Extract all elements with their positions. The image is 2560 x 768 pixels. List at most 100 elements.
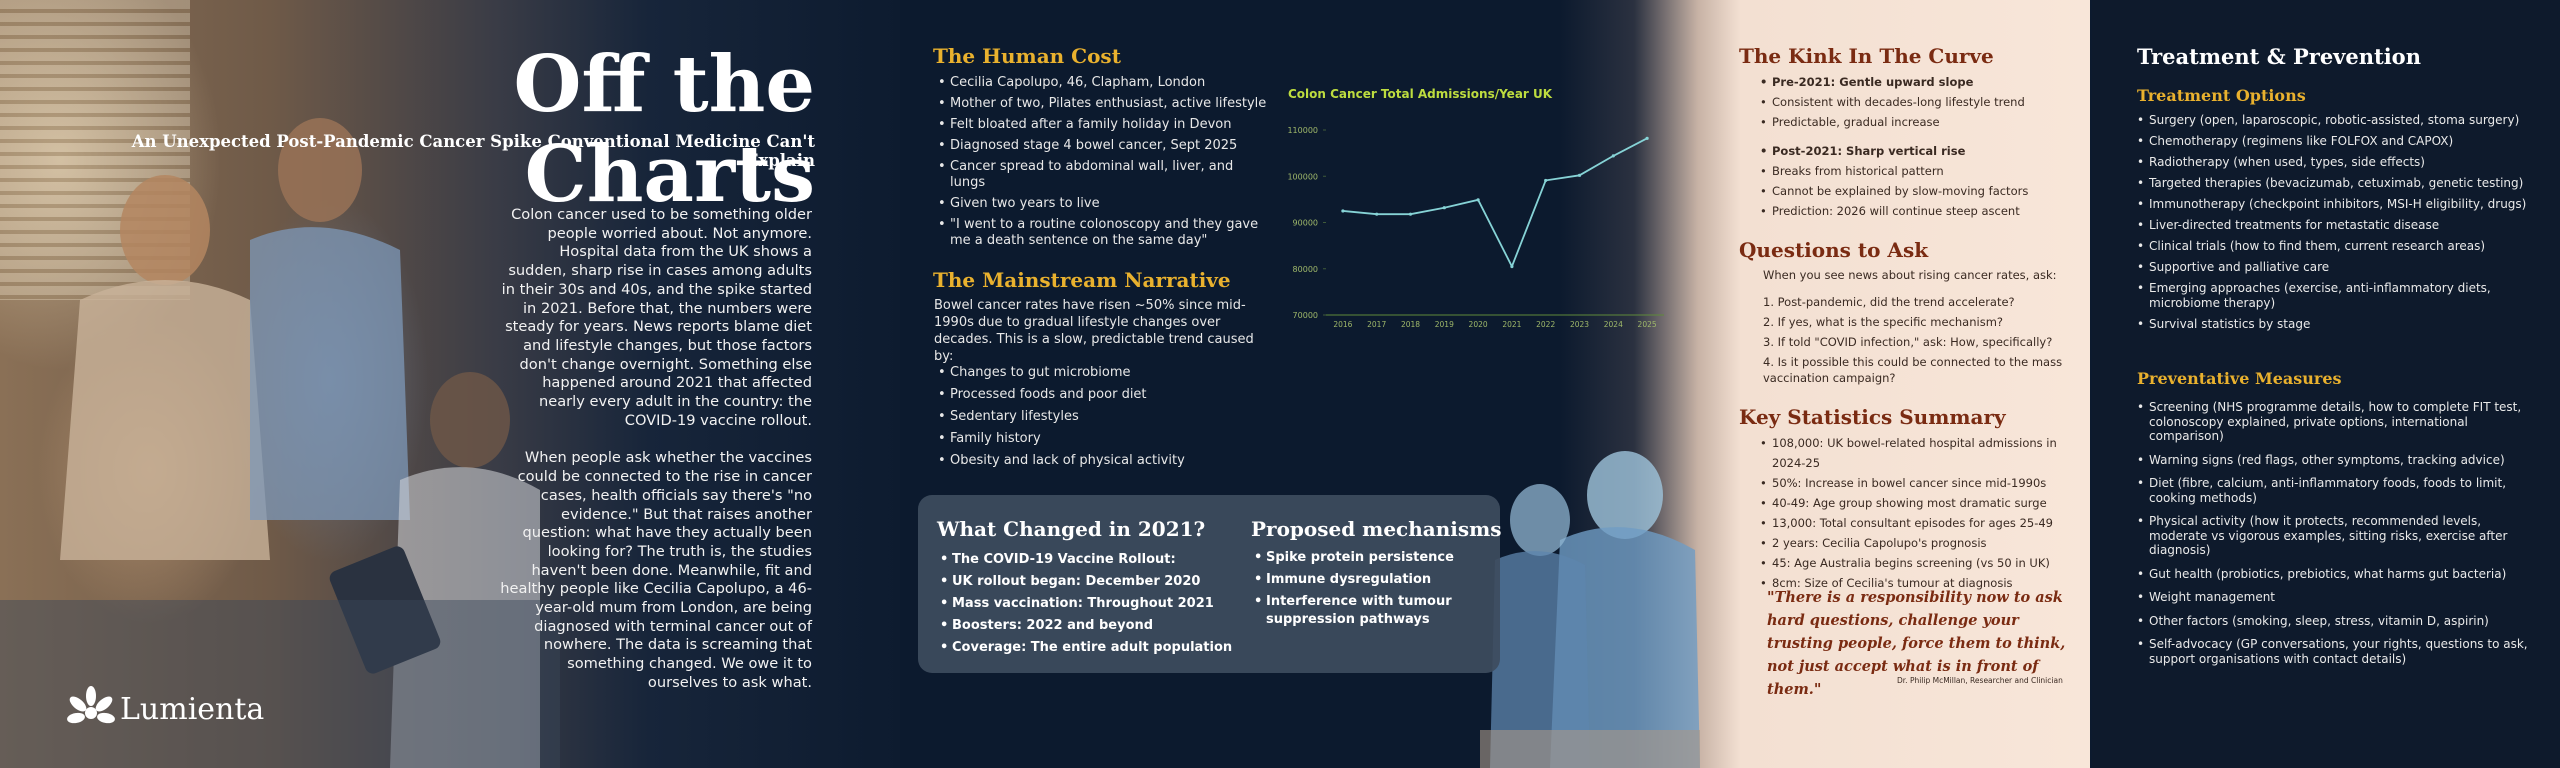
x-tick-label: 2022	[1536, 320, 1555, 329]
box-heading: What Changed in 2021?	[937, 517, 1206, 541]
treatment-list: Surgery (open, laparoscopic, robotic-ass…	[2137, 113, 2537, 338]
list-item: 50%: Increase in bowel cancer since mid-…	[1760, 473, 2080, 493]
list-item: Weight management	[2137, 590, 2537, 605]
point	[1611, 154, 1615, 158]
list-item: Diet (fibre, calcium, anti-inflammatory …	[2137, 476, 2537, 505]
quote-attribution: Dr. Philip McMillan, Researcher and Clin…	[1897, 676, 2063, 685]
sub-heading: Preventative Measures	[2137, 369, 2342, 388]
x-tick-label: 2020	[1469, 320, 1488, 329]
intro-paragraph: When people ask whether the vaccines cou…	[500, 449, 812, 691]
list-item: Radiotherapy (when used, types, side eff…	[2137, 155, 2537, 170]
section-heading: Questions to Ask	[1739, 238, 1929, 262]
prevention-list: Screening (NHS programme details, how to…	[2137, 400, 2537, 675]
x-tick-label: 2018	[1401, 320, 1420, 329]
list-item: Diagnosed stage 4 bowel cancer, Sept 202…	[938, 138, 1268, 154]
figure-body	[250, 227, 410, 520]
list-item: 2. If yes, what is the specific mechanis…	[1763, 315, 2004, 329]
changed-list: The COVID-19 Vaccine Rollout:UK rollout …	[940, 549, 1240, 659]
list-item: Boosters: 2022 and beyond	[940, 615, 1240, 637]
point	[1476, 198, 1480, 202]
list-item: Prediction: 2026 will continue steep asc…	[1760, 201, 2080, 221]
logo-icon	[67, 686, 115, 724]
list-item: UK rollout began: December 2020	[940, 571, 1240, 593]
kink-group: Post-2021: Sharp vertical riseBreaks fro…	[1760, 141, 2080, 221]
list-item: Physical activity (how it protects, reco…	[2137, 514, 2537, 558]
list-item: 40-49: Age group showing most dramatic s…	[1760, 493, 2080, 513]
kink-title: Post-2021: Sharp vertical rise	[1760, 141, 2080, 161]
point	[1442, 206, 1446, 210]
exam-bed	[0, 600, 560, 768]
subtitle: An Unexpected Post-Pandemic Cancer Spike…	[131, 132, 815, 170]
list-item: Coverage: The entire adult population	[940, 637, 1240, 659]
section-heading: The Mainstream Narrative	[933, 268, 1231, 292]
list-item: 3. If told "COVID infection," ask: How, …	[1763, 335, 2053, 349]
list-item: Spike protein persistence	[1254, 549, 1474, 567]
y-tick-label: 110000	[1287, 126, 1318, 135]
mainstream-list: Changes to gut microbiomeProcessed foods…	[938, 362, 1268, 472]
list-item: Obesity and lack of physical activity	[938, 450, 1268, 472]
chart-title: Colon Cancer Total Admissions/Year UK	[1288, 87, 1553, 101]
list-item: Mass vaccination: Throughout 2021	[940, 593, 1240, 615]
list-item: 1. Post-pandemic, did the trend accelera…	[1763, 295, 2015, 309]
mechanisms-list: Spike protein persistence Immune dysregul…	[1254, 549, 1474, 633]
list-item: Consistent with decades-long lifestyle t…	[1760, 92, 2080, 112]
list-item: Breaks from historical pattern	[1760, 161, 2080, 181]
doctor-head	[1510, 484, 1570, 556]
list-item: Processed foods and poor diet	[938, 384, 1268, 406]
mainstream-text: Bowel cancer rates have risen ~50% since…	[934, 298, 1254, 364]
list-item: Surgery (open, laparoscopic, robotic-ass…	[2137, 113, 2537, 128]
section-heading: The Kink In The Curve	[1739, 44, 1994, 68]
list-item: Changes to gut microbiome	[938, 362, 1268, 384]
human-cost-list: Cecilia Capolupo, 46, Clapham, London Mot…	[938, 75, 1268, 254]
list-item: 2 years: Cecilia Capolupo's prognosis	[1760, 533, 2080, 553]
list-item: Clinical trials (how to find them, curre…	[2137, 239, 2537, 254]
kink-group: Pre-2021: Gentle upward slopeConsistent …	[1760, 72, 2080, 132]
point	[1408, 212, 1413, 216]
figure-body	[390, 467, 540, 768]
list-item: Self-advocacy (GP conversations, your ri…	[2137, 637, 2537, 666]
line	[1342, 137, 1648, 269]
figure-head	[120, 175, 210, 285]
logo-text: Lumienta	[120, 692, 265, 727]
tablet	[329, 546, 441, 674]
list-item: 4. Is it possible this could be connecte…	[1763, 355, 2063, 385]
figure-body	[60, 280, 270, 560]
section-heading: Treatment & Prevention	[2137, 44, 2421, 69]
list-item: "I went to a routine colonoscopy and the…	[938, 217, 1268, 249]
stats-list: 108,000: UK bowel-related hospital admis…	[1760, 433, 2080, 593]
section-heading: Key Statistics Summary	[1739, 405, 2006, 429]
list-item: Immunotherapy (checkpoint inhibitors, MS…	[2137, 197, 2537, 212]
list-item: 13,000: Total consultant episodes for ag…	[1760, 513, 2080, 533]
list-item: 8cm: Size of Cecilia's tumour at diagnos…	[1760, 573, 2080, 593]
x-tick-label: 2021	[1502, 320, 1521, 329]
list-item: Felt bloated after a family holiday in D…	[938, 117, 1268, 133]
point	[1577, 173, 1582, 177]
doctor-head	[1587, 451, 1663, 539]
chart: Colon Cancer Total Admissions/Year UK 700…	[1287, 87, 1664, 329]
y-tick-label: 100000	[1287, 172, 1318, 181]
list-item: Interference with tumour suppression pat…	[1254, 593, 1474, 629]
x-tick-label: 2016	[1333, 320, 1352, 329]
list-item: Mother of two, Pilates enthusiast, activ…	[938, 96, 1268, 112]
list-item: Given two years to live	[938, 196, 1268, 212]
x-tick-label: 2017	[1367, 320, 1386, 329]
intro: Colon cancer used to be something older …	[500, 206, 812, 712]
list-item: Chemotherapy (regimens like FOLFOX and C…	[2137, 134, 2537, 149]
list-item: 45: Age Australia begins screening (vs 5…	[1760, 553, 2080, 573]
doctor-body	[1490, 551, 1590, 768]
section-heading: The Human Cost	[933, 44, 1121, 68]
y-tick-label: 70000	[1293, 311, 1318, 320]
list-item: Sedentary lifestyles	[938, 406, 1268, 428]
x-tick-label: 2019	[1435, 320, 1454, 329]
list-item: Targeted therapies (bevacizumab, cetuxim…	[2137, 176, 2537, 191]
quote: "There is a responsibility now to ask ha…	[1767, 589, 2066, 698]
x-tick-label: 2025	[1638, 320, 1657, 329]
list-item: 108,000: UK bowel-related hospital admis…	[1760, 433, 2080, 473]
x-tick-label: 2024	[1604, 320, 1623, 329]
sub-heading: Treatment Options	[2137, 86, 2306, 105]
list-item: Screening (NHS programme details, how to…	[2137, 400, 2537, 444]
point	[1510, 264, 1514, 269]
point	[1544, 178, 1548, 183]
figure-head	[278, 118, 362, 222]
